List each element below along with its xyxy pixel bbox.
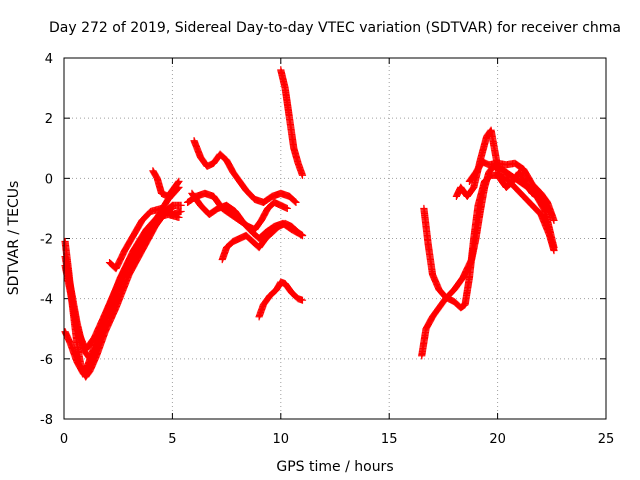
data-point-plus	[291, 197, 299, 206]
data-point-plus	[298, 171, 307, 179]
plot-frame	[63, 57, 607, 420]
data-point-plus	[298, 296, 307, 304]
data-point-plus	[175, 177, 183, 185]
x-tick-label: 20	[489, 432, 506, 447]
data-point-plus	[174, 178, 182, 186]
series-arc-10	[218, 219, 307, 264]
y-tick-label: 0	[45, 172, 53, 187]
data-point-plus	[177, 201, 185, 210]
x-tick-label: 5	[168, 432, 176, 447]
data-point-plus	[550, 216, 558, 225]
x-tick-label: 0	[60, 432, 68, 447]
chart-title: Day 272 of 2019, Sidereal Day-to-day VTE…	[49, 20, 621, 36]
x-axis-label: GPS time / hours	[276, 459, 393, 475]
y-tick-label: 4	[45, 52, 53, 67]
y-tick-label: 2	[45, 112, 53, 127]
data-marks	[61, 66, 558, 381]
data-point-plus	[177, 207, 185, 216]
series-arc-11	[277, 66, 307, 179]
series-arc-4	[61, 210, 183, 378]
data-point-plus	[550, 246, 558, 255]
series-arc-5	[105, 204, 185, 273]
x-tick-label: 10	[273, 432, 290, 447]
y-tick-label: -4	[40, 293, 53, 308]
data-point-plus	[292, 198, 300, 206]
data-point-plus	[298, 231, 307, 240]
gridlines	[64, 58, 606, 419]
data-point-plus	[283, 204, 291, 213]
data-point-plus	[297, 230, 305, 238]
y-tick-label: -6	[40, 353, 53, 368]
axis-ticks: 0 5 10 15 20 25 -8 -6 -4 -2 0 2 4	[40, 52, 614, 447]
data-point-plus	[298, 231, 306, 239]
series-arc-6	[149, 167, 183, 200]
series-arc-7	[190, 137, 300, 206]
x-tick-label: 25	[598, 432, 615, 447]
x-tick-label: 15	[381, 432, 398, 447]
y-tick-label: -2	[40, 233, 53, 248]
series-arc-12	[255, 278, 307, 321]
series-arc-16	[465, 158, 558, 225]
y-tick-label: -8	[40, 413, 53, 428]
y-axis-label: SDTVAR / TECUs	[6, 181, 22, 296]
